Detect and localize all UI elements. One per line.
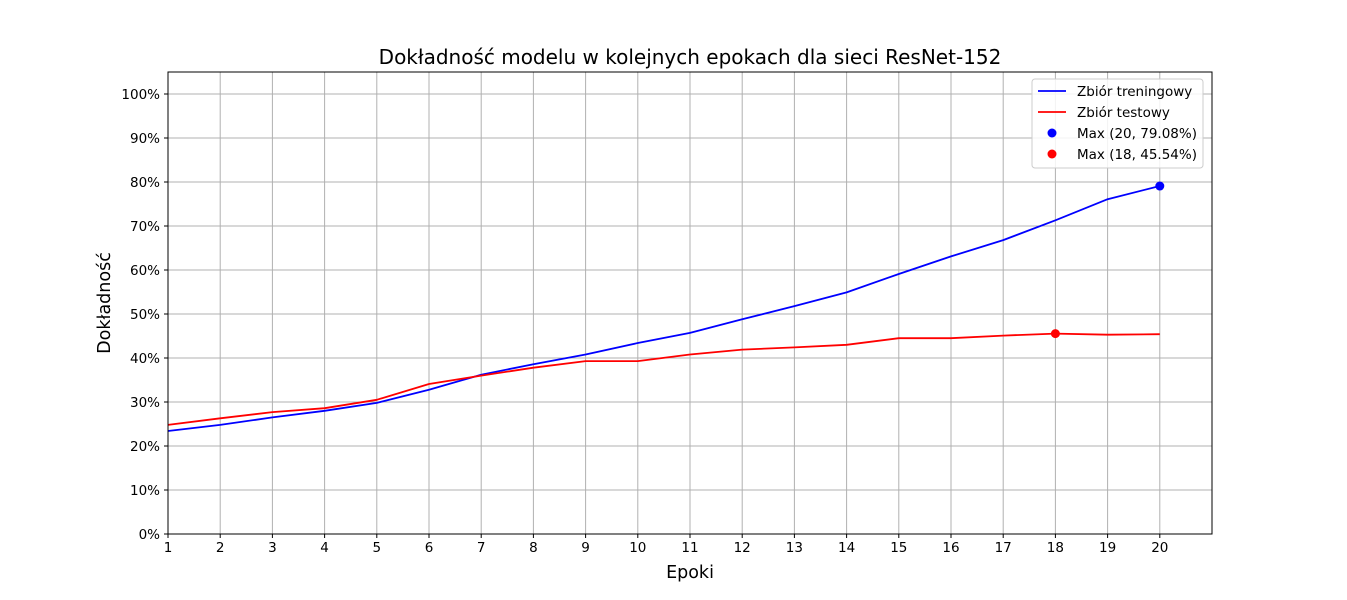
max-marker-0 — [1155, 181, 1165, 191]
chart-title: Dokładność modelu w kolejnych epokach dl… — [379, 45, 1002, 69]
x-tick-label: 5 — [373, 540, 382, 556]
y-tick-label: 90% — [130, 131, 160, 147]
legend-label: Zbiór testowy — [1077, 105, 1170, 121]
x-tick-label: 9 — [581, 540, 590, 556]
series-line-1 — [167, 332, 1160, 426]
legend-swatch-dot — [1047, 149, 1057, 159]
x-tick-label: 1 — [164, 540, 173, 556]
legend-label: Max (20, 79.08%) — [1077, 126, 1197, 142]
legend-box — [1031, 78, 1204, 169]
x-axis-ticks: 1 2 3 4 5 6 7 8 9 10 11 12 13 14 15 16 17 18 19 20 — [164, 534, 1168, 556]
y-axis-ticks: 0% 10% 20% 30% 40% 50% 60% 70% 80% 90% 100% — [121, 87, 168, 543]
y-tick-label: 70% — [130, 219, 160, 235]
x-tick-label: 3 — [268, 540, 277, 556]
max-markers — [1050, 181, 1165, 339]
y-tick-label: 30% — [130, 395, 160, 411]
legend-label: Zbiór treningowy — [1077, 84, 1192, 100]
x-tick-label: 6 — [425, 540, 434, 556]
y-tick-label: 100% — [121, 87, 160, 103]
y-axis-label: Dokładność — [95, 252, 115, 354]
legend-label: Max (18, 45.54%) — [1077, 147, 1197, 163]
y-tick-label: 20% — [130, 439, 160, 455]
x-tick-label: 16 — [942, 540, 959, 556]
y-tick-label: 0% — [139, 527, 161, 543]
x-tick-label: 14 — [838, 540, 855, 556]
x-tick-label: 10 — [629, 540, 646, 556]
x-tick-label: 18 — [1047, 540, 1064, 556]
x-tick-label: 19 — [1099, 540, 1116, 556]
x-tick-label: 20 — [1151, 540, 1168, 556]
x-axis-label: Epoki — [666, 563, 714, 583]
x-tick-label: 4 — [320, 540, 329, 556]
x-tick-label: 15 — [890, 540, 907, 556]
x-tick-label: 8 — [529, 540, 538, 556]
x-tick-label: 7 — [477, 540, 486, 556]
x-tick-label: 11 — [681, 540, 698, 556]
y-tick-label: 80% — [130, 175, 160, 191]
grid-lines — [167, 72, 1212, 535]
x-tick-label: 2 — [216, 540, 225, 556]
max-marker-1 — [1050, 329, 1060, 339]
x-tick-label: 12 — [734, 540, 751, 556]
series-layer — [167, 185, 1161, 432]
y-tick-label: 40% — [130, 351, 160, 367]
y-tick-label: 60% — [130, 263, 160, 279]
y-tick-label: 10% — [130, 483, 160, 499]
series-line-0 — [167, 185, 1161, 432]
legend: Zbiór treningowy Zbiór testowy Max (20, 79… — [1031, 78, 1204, 169]
y-tick-label: 50% — [130, 307, 160, 323]
x-tick-label: 13 — [786, 540, 803, 556]
x-tick-label: 17 — [995, 540, 1012, 556]
legend-swatch-dot — [1047, 128, 1057, 138]
